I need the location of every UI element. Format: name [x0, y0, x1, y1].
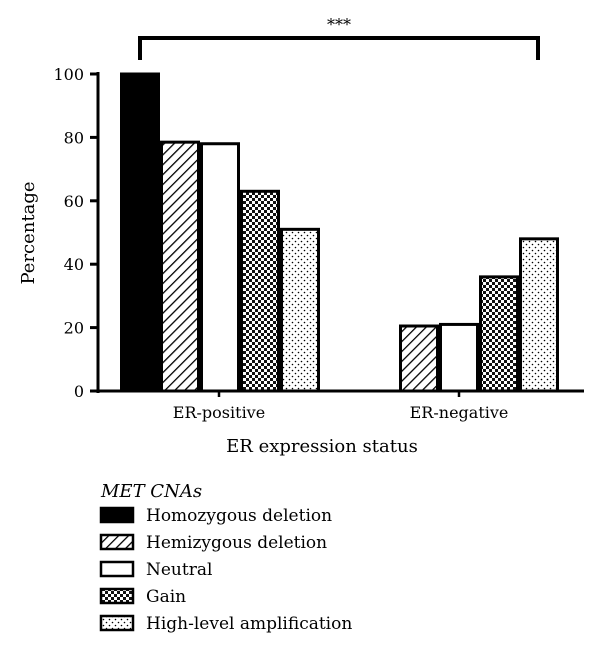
legend-entry-label: Hemizygous deletion — [146, 533, 327, 553]
legend-entry-label: Homozygous deletion — [146, 506, 332, 526]
y-tick-label: 0 — [74, 382, 84, 401]
x-axis: ER-positive ER-negative — [98, 389, 584, 422]
y-tick-label: 80 — [64, 128, 84, 147]
legend-swatch — [99, 506, 135, 524]
legend-swatch — [99, 587, 135, 605]
y-tick-label: 60 — [64, 192, 84, 211]
significance-label: *** — [327, 15, 351, 34]
legend-swatch — [99, 533, 135, 551]
significance-bracket: *** — [138, 15, 540, 60]
legend-entry-label: Gain — [146, 587, 186, 607]
x-tick-label: ER-negative — [410, 403, 509, 422]
significance-bracket-line — [138, 36, 540, 60]
bar-gain-er-positive — [240, 189, 280, 393]
legend-swatch — [99, 560, 135, 578]
legend-entry-label: High-level amplification — [146, 614, 352, 634]
x-axis-label: ER expression status — [226, 436, 418, 457]
legend-swatch — [99, 614, 135, 632]
legend-entry-label: Neutral — [146, 560, 212, 580]
bar-homozygous-deletion-er-positive — [120, 72, 160, 393]
y-tick-label: 40 — [64, 255, 84, 274]
y-tick-label: 20 — [64, 319, 84, 338]
bar-neutral-er-negative — [439, 322, 479, 393]
bar-hemizygous-deletion-er-positive — [160, 140, 200, 393]
bar-gain-er-negative — [479, 275, 519, 393]
legend: MET CNAs Homozygous deletion Hemizygous d… — [99, 481, 352, 634]
y-axis-label: Percentage — [18, 181, 39, 284]
x-tick-label: ER-positive — [173, 403, 265, 422]
bar-neutral-er-positive — [200, 142, 240, 393]
legend-title: MET CNAs — [100, 481, 202, 502]
bar-high-level-amplification-er-positive — [280, 227, 320, 393]
bar-high-level-amplification-er-negative — [519, 237, 559, 393]
plot-area — [120, 72, 559, 393]
bar-hemizygous-deletion-er-negative — [399, 324, 439, 393]
y-axis: 0 20 40 60 80 100 — [53, 65, 100, 401]
y-tick-label: 100 — [53, 65, 84, 84]
